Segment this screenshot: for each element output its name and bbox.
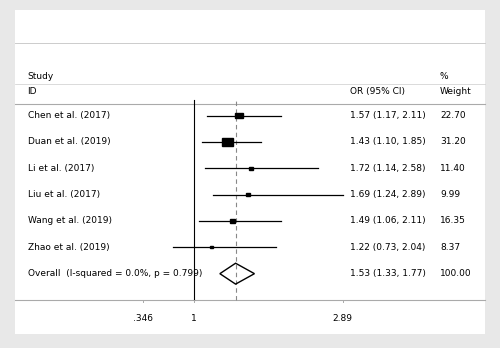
Text: 1.49 (1.06, 2.11): 1.49 (1.06, 2.11) [350,216,426,226]
Text: 1: 1 [191,314,197,323]
Text: Chen et al. (2017): Chen et al. (2017) [28,111,110,120]
Text: %: % [440,72,448,80]
Text: .346: .346 [132,314,152,323]
Text: ID: ID [28,87,37,96]
Text: Study: Study [28,72,54,80]
Text: Wang et al. (2019): Wang et al. (2019) [28,216,112,226]
Text: 22.70: 22.70 [440,111,466,120]
Text: Overall  (I-squared = 0.0%, p = 0.799): Overall (I-squared = 0.0%, p = 0.799) [28,269,202,278]
Text: 31.20: 31.20 [440,137,466,147]
Text: Duan et al. (2019): Duan et al. (2019) [28,137,110,147]
Text: 8.37: 8.37 [440,243,460,252]
Text: 1.72 (1.14, 2.58): 1.72 (1.14, 2.58) [350,164,426,173]
Text: Zhao et al. (2019): Zhao et al. (2019) [28,243,109,252]
Text: 2.89: 2.89 [332,314,352,323]
Text: 9.99: 9.99 [440,190,460,199]
Text: Weight: Weight [440,87,472,96]
Text: 100.00: 100.00 [440,269,472,278]
Text: Liu et al. (2017): Liu et al. (2017) [28,190,100,199]
Text: 16.35: 16.35 [440,216,466,226]
Text: 11.40: 11.40 [440,164,466,173]
Text: 1.57 (1.17, 2.11): 1.57 (1.17, 2.11) [350,111,426,120]
Text: 1.43 (1.10, 1.85): 1.43 (1.10, 1.85) [350,137,426,147]
Text: 1.22 (0.73, 2.04): 1.22 (0.73, 2.04) [350,243,426,252]
Text: 1.69 (1.24, 2.89): 1.69 (1.24, 2.89) [350,190,426,199]
Text: OR (95% CI): OR (95% CI) [350,87,405,96]
Text: 1.53 (1.33, 1.77): 1.53 (1.33, 1.77) [350,269,426,278]
Text: Li et al. (2017): Li et al. (2017) [28,164,94,173]
